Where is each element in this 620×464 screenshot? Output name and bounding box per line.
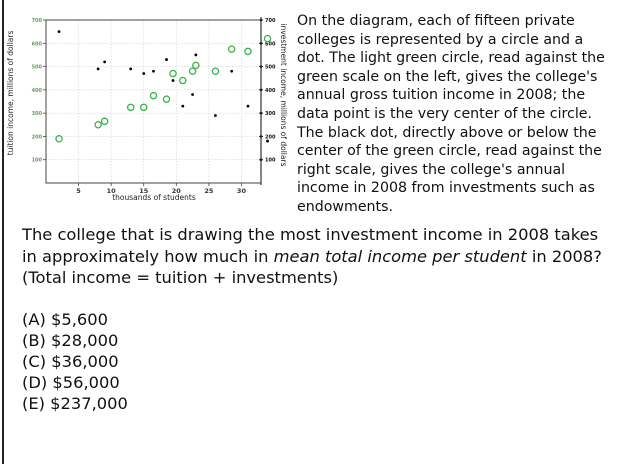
left-axis-ticks: 100 200 300 400 500 600 700 (32, 18, 46, 164)
left-tick-label: 400 (32, 88, 43, 94)
x-tick-label: 30 (237, 187, 247, 195)
tuition-circle (149, 91, 158, 100)
tuition-circle (55, 135, 63, 143)
right-tick-dot (259, 135, 263, 138)
tuition-circle (227, 45, 236, 53)
data-points (55, 30, 272, 143)
left-axis-label: tuition income, millions of dollars (6, 31, 15, 156)
investment-dot (181, 104, 185, 108)
x-tick-label: 20 (172, 187, 182, 195)
right-tick-label: 700 (265, 18, 276, 24)
x-axis-label: thousands of students (112, 193, 196, 202)
x-tick-label: 15 (139, 187, 149, 195)
right-tick-label: 500 (265, 65, 276, 71)
answer-option-c[interactable]: (C) $36,000 (22, 352, 119, 371)
right-tick-dot (259, 111, 263, 115)
investment-dot (191, 93, 194, 96)
answer-option-b[interactable]: (B) $28,000 (22, 331, 119, 350)
investment-dot (213, 114, 217, 117)
problem-description: On the diagram, each of fifteen private … (297, 13, 605, 215)
tuition-circle (263, 34, 272, 43)
right-tick-dot (259, 88, 263, 92)
x-tick-label: 10 (107, 187, 117, 195)
scatter-chart: 5 10 15 20 25 30 100 200 300 400 500 600 700 100 200… (6, 17, 288, 202)
tuition-circle (211, 67, 220, 75)
investment-dot (171, 79, 175, 82)
tuition-circle (192, 61, 200, 70)
right-tick-dot (259, 158, 263, 162)
left-tick-label: 300 (32, 111, 43, 117)
right-tick-dot (259, 41, 263, 45)
right-tick-dot (259, 65, 263, 68)
right-axis-ticks: 100 200 300 400 500 600 700 (259, 18, 276, 164)
right-tick-label: 300 (265, 111, 276, 117)
left-tick-label: 500 (32, 65, 43, 71)
tuition-circle (100, 117, 109, 126)
page-border (2, 0, 4, 464)
answer-option-a[interactable]: (A) $5,600 (22, 310, 108, 329)
question-emphasis: mean total income per student (273, 246, 527, 266)
right-tick-label: 100 (265, 158, 276, 164)
investment-dot (246, 104, 250, 108)
right-tick-label: 600 (265, 41, 276, 47)
left-tick-label: 700 (32, 18, 43, 24)
tuition-circle (244, 47, 252, 56)
tuition-circle (126, 103, 135, 112)
plot-frame (45, 19, 262, 184)
x-tick-label: 25 (204, 187, 214, 195)
investment-dot (103, 60, 107, 64)
investment-dot (142, 72, 146, 75)
investment-dot (165, 58, 168, 61)
investment-dot (194, 53, 198, 57)
investment-dot (230, 69, 234, 73)
tuition-circle (139, 103, 148, 112)
right-tick-dot (259, 18, 263, 22)
tuition-circle (162, 95, 171, 103)
investment-dot (96, 67, 100, 71)
right-tick-label: 400 (265, 88, 276, 94)
investment-dot (57, 30, 61, 34)
investment-dot (266, 139, 269, 143)
answer-option-d[interactable]: (D) $56,000 (22, 373, 120, 392)
tuition-circle (94, 121, 102, 129)
right-axis-label: investment income, millions of dollars (279, 24, 288, 167)
investment-dot (129, 67, 133, 71)
x-axis-ticks: 5 10 15 20 25 30 (76, 183, 246, 195)
tuition-circle (188, 67, 197, 75)
investment-dot (152, 69, 155, 73)
chart-grid (46, 19, 261, 183)
left-tick-label: 600 (32, 41, 43, 47)
answer-option-e[interactable]: (E) $237,000 (22, 394, 128, 413)
left-tick-label: 100 (32, 158, 43, 164)
right-tick-label: 200 (265, 134, 276, 140)
tuition-circle (169, 69, 177, 78)
left-tick-label: 200 (32, 134, 43, 140)
x-tick-label: 5 (76, 187, 81, 195)
answer-options: (A) $5,600 (B) $28,000 (C) $36,000 (D) $… (22, 309, 128, 414)
tuition-circle (179, 76, 187, 85)
question-lead: The college that is drawing the most inv… (22, 225, 599, 266)
question-tail: in 2008? (Total income = tuition + inves… (22, 246, 602, 288)
question-text: The college that is drawing the most inv… (22, 224, 612, 289)
